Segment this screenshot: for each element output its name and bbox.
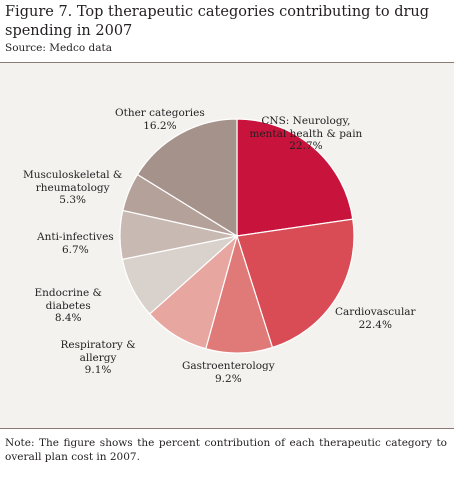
slice-label-name: Endocrine &	[34, 287, 102, 299]
slice-label-name: Gastroenterology	[182, 360, 275, 372]
slice-label-name: diabetes	[45, 299, 91, 312]
slice-label-value: 5.3%	[59, 194, 86, 206]
slice-label-value: 9.2%	[215, 372, 242, 385]
slice-label-3: Respiratory & allergy 9.1%	[61, 339, 136, 377]
slice-label-name: rheumatology	[35, 181, 110, 194]
slice-label-value: 9.1%	[84, 364, 112, 376]
chart-note: Note: The figure shows the percent contr…	[5, 437, 447, 463]
slice-label-name: mental health & pain	[249, 127, 363, 140]
chart-source: Source: Medco data	[5, 42, 112, 54]
slice-label-6: Musculoskeletal & rheumatology 5.3%	[23, 169, 122, 207]
slice-label-value: 22.7%	[289, 140, 323, 152]
slice-label-5: Anti-infectives 6.7%	[37, 231, 114, 256]
slice-label-2: Gastroenterology 9.2%	[182, 360, 275, 385]
slice-label-name: Musculoskeletal &	[23, 169, 123, 181]
slice-label-value: 16.2%	[143, 119, 177, 132]
slice-label-value: 6.7%	[62, 243, 89, 256]
slice-label-1: Cardiovascular 22.4%	[335, 306, 416, 331]
slice-label-name: Other categories	[115, 107, 205, 119]
slice-label-0: CNS: Neurology, mental health & pain 22.7%	[250, 115, 363, 153]
slice-label-name: Respiratory &	[60, 339, 136, 351]
slice-label-4: Endocrine & diabetes 8.4%	[35, 287, 102, 325]
pie-slice-7	[136, 118, 238, 238]
pie-slice-1	[236, 218, 355, 349]
slice-label-7: Other categories 16.2%	[115, 107, 205, 132]
slice-label-name: allergy	[79, 351, 117, 364]
slice-label-name: Anti-infectives	[37, 231, 114, 243]
chart-panel: CNS: Neurology, mental health & pain 22.7%…	[0, 62, 454, 429]
pie-slice-0	[236, 118, 354, 237]
slice-label-value: 22.4%	[358, 318, 392, 331]
slice-label-name: CNS: Neurology,	[261, 115, 351, 127]
slice-label-value: 8.4%	[54, 312, 82, 324]
pie-chart	[119, 118, 355, 354]
slice-label-name: Cardiovascular	[335, 306, 416, 318]
chart-title: Figure 7. Top therapeutic categories con…	[5, 4, 430, 39]
